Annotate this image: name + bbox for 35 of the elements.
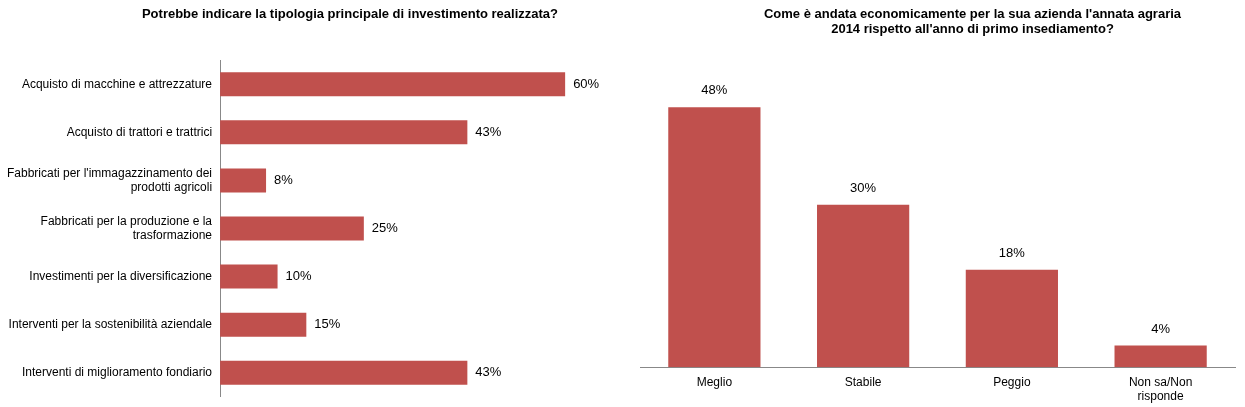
- x-tick-label: Stabile: [844, 374, 882, 389]
- bar: [220, 168, 267, 193]
- bar: [965, 269, 1058, 368]
- y-tick-label: Acquisto di trattori e trattrici: [66, 124, 213, 139]
- data-label: 48%: [701, 82, 728, 98]
- bar: [220, 72, 566, 97]
- data-label: 8%: [274, 171, 294, 187]
- y-tick-label: Fabbricati per l'immagazzinamento dei prodotti agricoli: [6, 165, 213, 194]
- bar: [220, 120, 468, 145]
- data-label: 25%: [371, 220, 399, 236]
- y-tick-label: Investimenti per la diversificazione: [29, 268, 213, 283]
- bar: [220, 264, 278, 289]
- bar: [817, 204, 910, 368]
- chart-title: Potrebbe indicare la tipologia principale di investimento realizzata?: [140, 6, 560, 21]
- data-label: 30%: [850, 179, 877, 195]
- data-label: 10%: [285, 268, 313, 284]
- bar: [220, 360, 468, 385]
- y-tick-label: Fabbricati per la produzione e la trasformazione: [40, 213, 213, 243]
- bar: [220, 312, 307, 337]
- x-tick-label: Non sa/Non risponde: [1128, 374, 1193, 404]
- data-label: 43%: [475, 123, 502, 139]
- y-tick-label: Interventi per la sostenibilità aziendale: [8, 316, 213, 331]
- data-label: 18%: [998, 244, 1026, 260]
- bar: [668, 107, 761, 368]
- y-tick-label: Interventi di miglioramento fondiario: [21, 365, 213, 380]
- chart-title: Come è andata economicamente per la sua azienda l'annata agraria 2014 rispetto all'anno di primo insediamento?: [762, 6, 1183, 36]
- y-tick-label: Acquisto di macchine e attrezzature: [21, 76, 213, 91]
- bar: [220, 216, 364, 241]
- data-label: 60%: [573, 75, 600, 91]
- x-tick-label: Meglio: [696, 374, 733, 389]
- data-label: 4%: [1151, 320, 1171, 336]
- data-label: 15%: [314, 316, 341, 332]
- bar: [1114, 345, 1207, 368]
- x-tick-label: Peggio: [993, 374, 1031, 389]
- data-label: 43%: [475, 364, 502, 380]
